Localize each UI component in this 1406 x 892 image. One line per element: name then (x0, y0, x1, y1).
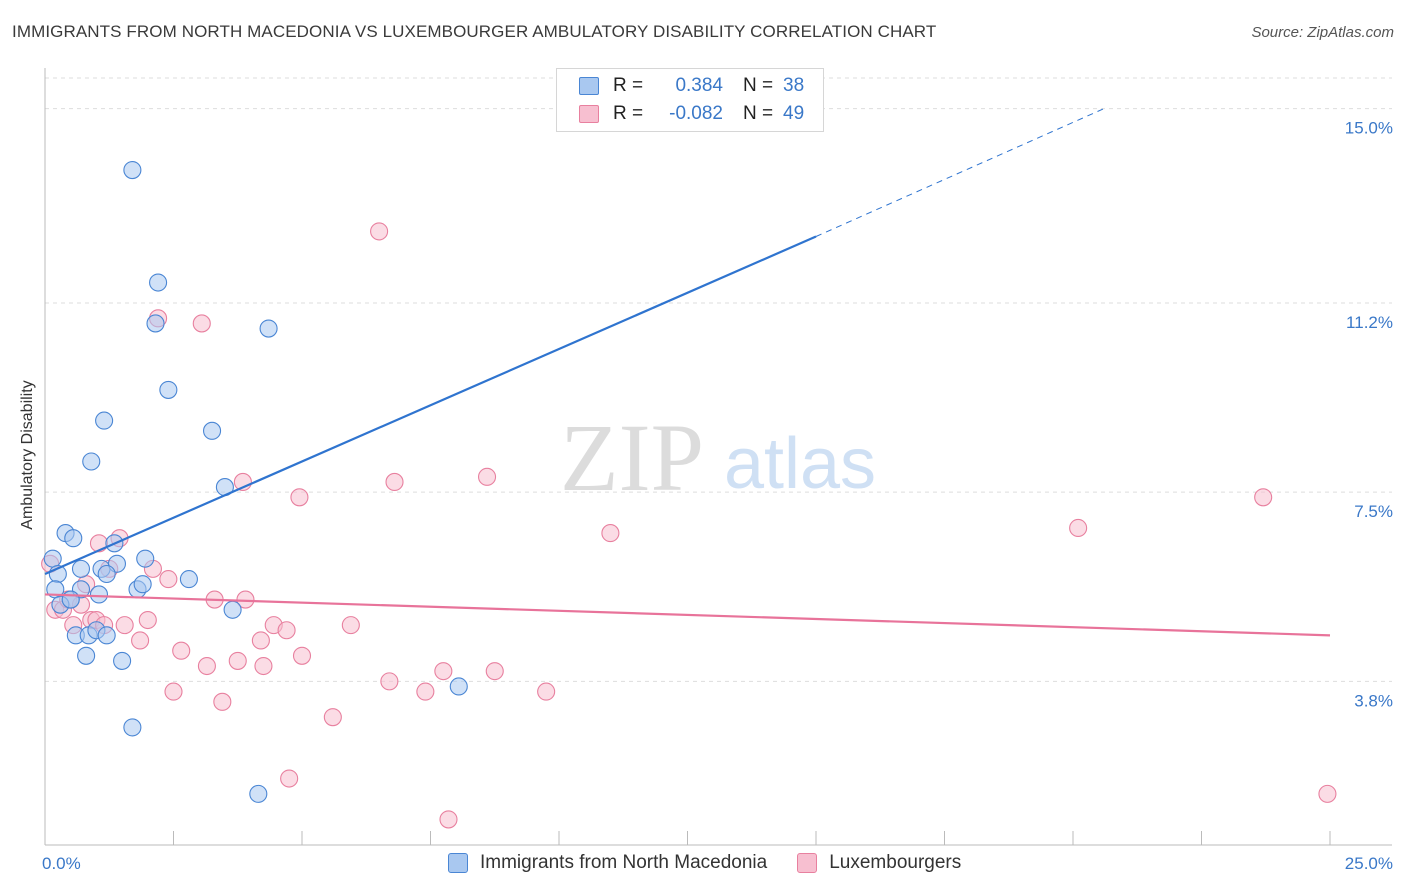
luxembourger-point-49 (1318, 784, 1337, 803)
luxembourger-point-38 (380, 672, 399, 691)
north-macedonia-point-8 (77, 646, 96, 665)
north-macedonia-point-14 (95, 411, 114, 430)
luxembourger-point-33 (290, 488, 309, 507)
legend-row-luxembourgers: R = -0.082 N = 49 (579, 103, 804, 125)
correlation-legend: R = 0.384 N = 38 R = -0.082 N = 49 (556, 68, 824, 132)
luxembourger-point-14 (131, 631, 150, 650)
blue-swatch-icon (579, 77, 599, 95)
north-macedonia-point-36 (61, 590, 80, 609)
series-luxembourgers (41, 222, 1337, 829)
series-legend: Immigrants from North Macedonia Luxembou… (448, 852, 991, 874)
n-label: N = (743, 75, 774, 96)
luxembourger-point-29 (254, 656, 273, 676)
luxembourger-point-44 (485, 662, 504, 681)
luxembourger-point-47 (1069, 518, 1088, 538)
luxembourger-point-21 (192, 314, 211, 333)
legend-item-luxembourgers[interactable]: Luxembourgers (797, 852, 961, 874)
luxembourger-point-40 (416, 682, 435, 701)
north-macedonia-point-18 (113, 651, 132, 670)
pink-swatch-icon (797, 853, 818, 873)
blue-swatch-icon (448, 853, 468, 873)
north-macedonia-point-24 (149, 273, 168, 292)
north-macedonia-point-30 (249, 784, 268, 803)
luxembourger-point-34 (292, 646, 312, 665)
r-label: R = (613, 75, 644, 96)
x-tick-label-0: 0.0% (42, 854, 81, 873)
north-macedonia-point-33 (123, 160, 142, 180)
chart-title: IMMIGRANTS FROM NORTH MACEDONIA VS LUXEM… (12, 22, 937, 41)
y-tick-label-3: 15.0% (1345, 119, 1393, 138)
y-tick-label-0: 3.8% (1354, 691, 1393, 710)
luxembourger-point-28 (251, 631, 270, 650)
r-value: 0.384 (675, 75, 723, 96)
luxembourger-point-31 (277, 621, 296, 640)
source-label: Source: ZipAtlas.com (1251, 24, 1394, 41)
luxembourger-point-48 (1254, 488, 1273, 507)
trend-line-luxembourgers (44, 593, 1331, 637)
y-tick-label-1: 7.5% (1354, 502, 1393, 521)
luxembourger-point-45 (537, 682, 556, 701)
north-macedonia-point-29 (223, 600, 242, 619)
tick-labels: 3.8% 7.5% 11.2% 15.0% 0.0% 25.0% (42, 119, 1393, 873)
luxembourger-point-39 (385, 472, 404, 492)
trend-lines (44, 108, 1331, 637)
luxembourger-point-36 (341, 616, 360, 635)
north-macedonia-point-15 (97, 626, 116, 645)
north-macedonia-point-7 (71, 559, 91, 578)
luxembourger-point-41 (434, 662, 453, 681)
luxembourger-point-15 (138, 610, 157, 630)
luxembourger-point-32 (280, 769, 299, 788)
north-macedonia-point-37 (97, 564, 116, 584)
x-tick-label-1: 25.0% (1345, 854, 1393, 873)
north-macedonia-point-32 (449, 677, 468, 696)
luxembourger-point-46 (601, 524, 620, 543)
north-macedonia-point-23 (146, 314, 165, 333)
watermark-atlas: atlas (724, 424, 876, 504)
north-macedonia-point-27 (203, 421, 222, 440)
luxembourger-point-13 (115, 616, 134, 635)
luxembourger-point-42 (439, 810, 458, 829)
trend-line-north-macedonia-extension (815, 108, 1105, 237)
north-macedonia-point-12 (89, 585, 109, 604)
watermark: ZIP atlas (560, 404, 876, 511)
north-macedonia-point-25 (159, 380, 178, 399)
r-value: -0.082 (669, 103, 723, 124)
luxembourger-point-35 (323, 708, 342, 727)
legend-item-north-macedonia[interactable]: Immigrants from North Macedonia (448, 852, 767, 874)
north-macedonia-point-26 (179, 570, 198, 589)
luxembourger-point-43 (477, 467, 497, 486)
north-macedonia-point-21 (133, 575, 152, 594)
pink-swatch-icon (579, 105, 599, 123)
n-label: N = (743, 103, 774, 124)
north-macedonia-point-31 (259, 319, 278, 338)
luxembourger-point-18 (159, 570, 178, 589)
series-north-macedonia (43, 160, 468, 803)
luxembourger-point-22 (197, 656, 216, 676)
north-macedonia-point-0 (43, 549, 62, 568)
luxembourger-point-19 (164, 682, 183, 701)
north-macedonia-point-19 (123, 718, 142, 737)
luxembourger-point-24 (213, 692, 232, 711)
luxembourger-point-25 (228, 651, 247, 670)
legend-label-luxembourgers: Luxembourgers (829, 852, 962, 873)
north-macedonia-point-4 (64, 529, 83, 548)
legend-row-north-macedonia: R = 0.384 N = 38 (579, 75, 804, 97)
n-value: 38 (783, 75, 805, 96)
luxembourger-point-37 (370, 222, 389, 241)
r-label: R = (613, 103, 644, 124)
watermark-zip: ZIP (560, 404, 704, 511)
y-tick-label-2: 11.2% (1346, 313, 1393, 332)
trend-line-north-macedonia (44, 235, 817, 576)
legend-label-north-macedonia: Immigrants from North Macedonia (480, 852, 768, 873)
axes (44, 68, 1392, 846)
n-value: 49 (783, 103, 805, 124)
north-macedonia-point-10 (82, 452, 101, 471)
north-macedonia-point-22 (136, 549, 155, 568)
luxembourger-point-20 (172, 641, 191, 660)
